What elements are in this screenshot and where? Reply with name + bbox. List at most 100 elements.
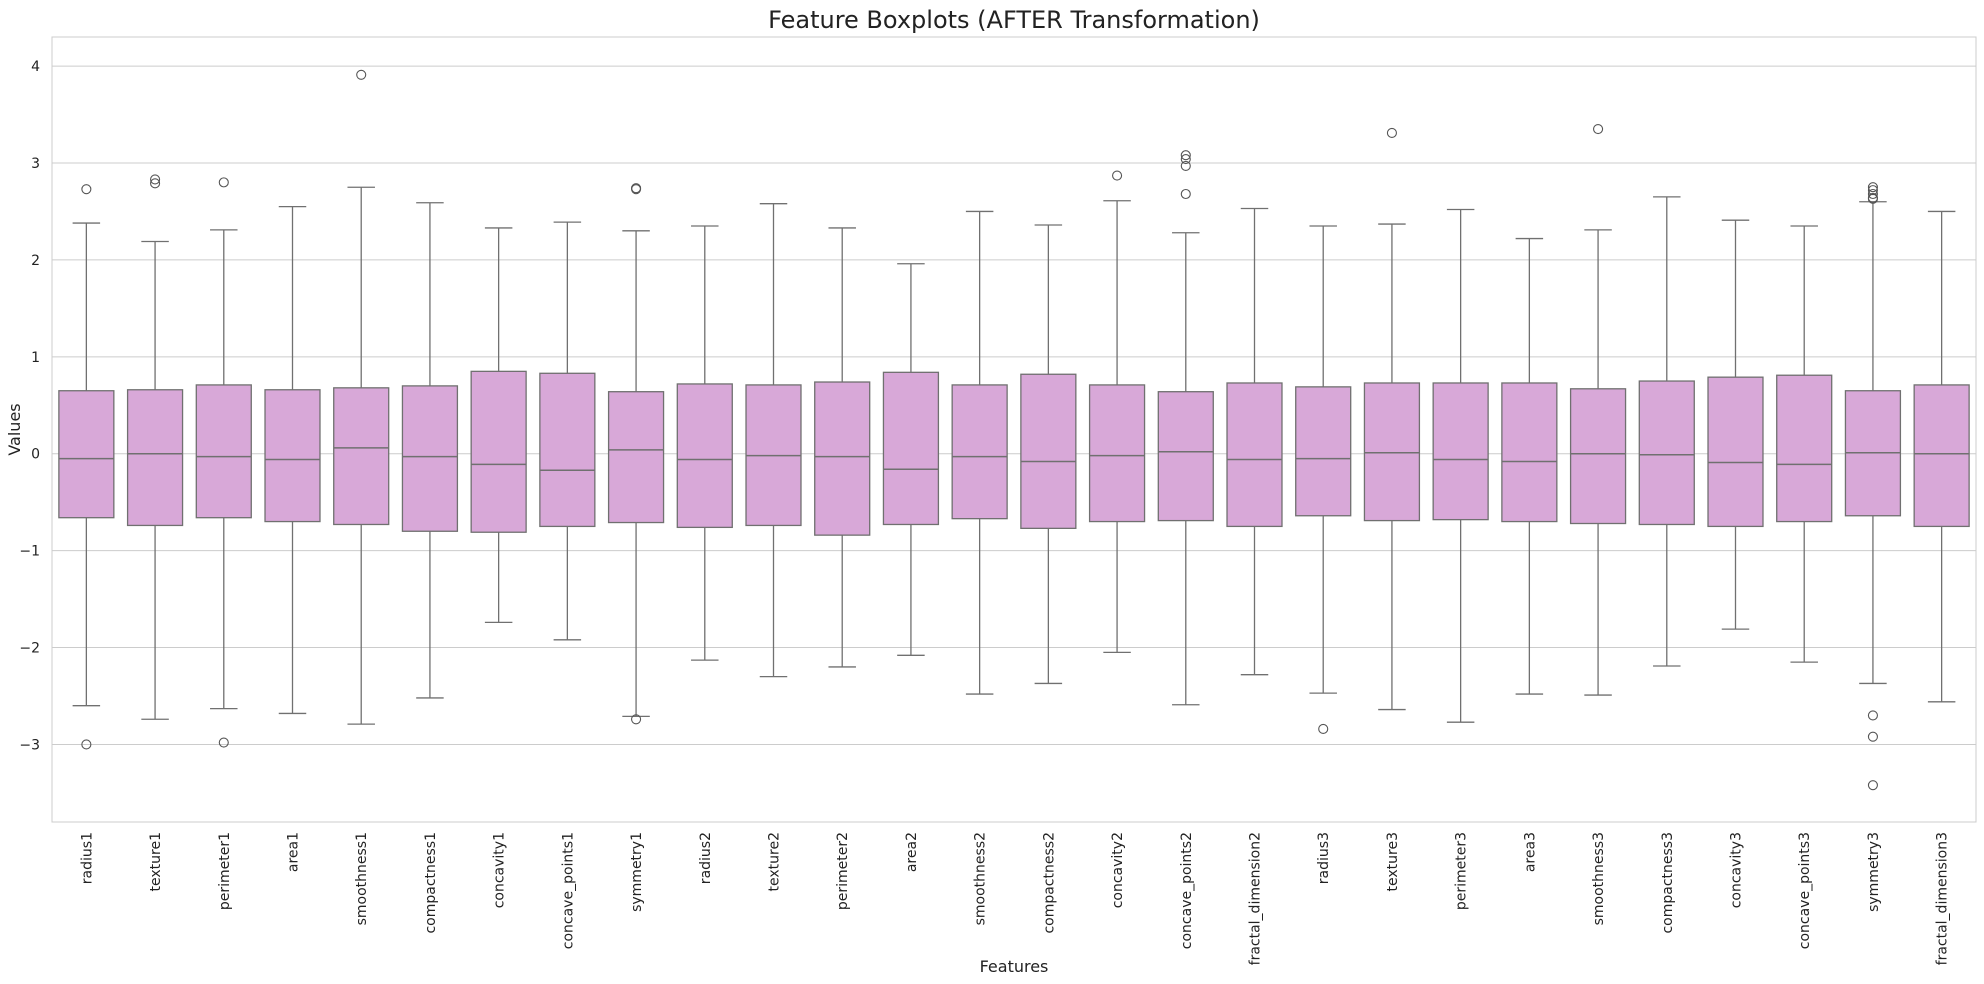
x-tick-label: area2 bbox=[904, 832, 920, 872]
box-iqr bbox=[1226, 382, 1283, 528]
box-fractal_dimension3 bbox=[1913, 210, 1970, 703]
outlier-point bbox=[1867, 780, 1878, 791]
y-axis-label: Values bbox=[5, 403, 24, 455]
outlier-point bbox=[81, 739, 92, 750]
x-tick-label: symmetry3 bbox=[1866, 832, 1882, 912]
y-tick-label: −1 bbox=[19, 544, 40, 560]
box-iqr bbox=[195, 384, 252, 519]
box-concavity2 bbox=[1088, 170, 1146, 654]
x-tick-label: concavity1 bbox=[492, 832, 508, 908]
box-iqr bbox=[1501, 382, 1558, 523]
outlier-point bbox=[1180, 150, 1191, 161]
outlier-point bbox=[1593, 124, 1604, 135]
box-iqr bbox=[1432, 382, 1489, 521]
box-concavity1 bbox=[470, 227, 527, 624]
x-tick-label: texture1 bbox=[148, 832, 164, 891]
box-texture2 bbox=[745, 203, 802, 678]
box-smoothness2 bbox=[951, 210, 1008, 695]
x-tick-labels: radius1 texture1 perimeter1 area1 smoothness… bbox=[79, 832, 1950, 965]
outlier-point bbox=[1112, 170, 1123, 181]
x-tick-label: texture3 bbox=[1385, 832, 1401, 891]
box-iqr bbox=[1707, 376, 1764, 528]
x-tick-label: symmetry1 bbox=[629, 832, 645, 912]
box-area1 bbox=[264, 205, 321, 715]
outlier-point bbox=[1867, 188, 1878, 200]
outlier-point bbox=[1386, 127, 1397, 138]
x-tick-label: smoothness1 bbox=[354, 832, 370, 925]
box-symmetry1 bbox=[607, 183, 665, 725]
box-texture1 bbox=[126, 174, 184, 720]
box-area3 bbox=[1501, 237, 1558, 695]
outlier-point bbox=[1318, 723, 1329, 735]
y-tick-label: 4 bbox=[31, 59, 40, 75]
box-iqr bbox=[1569, 388, 1627, 525]
outlier-point bbox=[81, 184, 92, 195]
box-iqr bbox=[1088, 384, 1146, 523]
outlier-point bbox=[356, 69, 367, 80]
outlier-point bbox=[1867, 731, 1878, 742]
outlier-point bbox=[1180, 160, 1191, 171]
outlier-point bbox=[150, 174, 161, 185]
box-iqr bbox=[1020, 373, 1077, 530]
y-tick-label: 0 bbox=[31, 447, 40, 463]
x-tick-label: smoothness2 bbox=[973, 832, 989, 925]
box-iqr bbox=[1295, 386, 1352, 517]
box-iqr bbox=[1157, 391, 1214, 522]
x-tick-label: compactness2 bbox=[1041, 832, 1057, 934]
box-area2 bbox=[882, 263, 940, 656]
box-compactness1 bbox=[401, 202, 459, 699]
x-tick-label: radius3 bbox=[1316, 832, 1332, 884]
chart-title: Feature Boxplots (AFTER Transformation) bbox=[768, 6, 1260, 34]
x-tick-label: fractal_dimension3 bbox=[1935, 832, 1951, 965]
box-iqr bbox=[676, 383, 733, 529]
x-tick-label: fractal_dimension2 bbox=[1248, 832, 1264, 965]
y-tick-labels: −3 −2 −1 0 1 2 3 4 bbox=[19, 59, 40, 753]
x-tick-label: concave_points2 bbox=[1179, 832, 1195, 949]
y-tick-label: −3 bbox=[19, 737, 40, 753]
box-concavity3 bbox=[1707, 219, 1764, 630]
outlier-point bbox=[218, 177, 229, 188]
box-radius3 bbox=[1295, 225, 1352, 735]
box-perimeter2 bbox=[814, 227, 871, 668]
plot-frame bbox=[51, 36, 1977, 823]
outlier-point bbox=[1180, 154, 1191, 165]
boxes bbox=[58, 69, 1970, 791]
y-tick-label: 1 bbox=[31, 350, 40, 366]
box-concave_points2 bbox=[1157, 150, 1214, 706]
outlier-point bbox=[631, 714, 642, 725]
box-iqr bbox=[882, 371, 940, 526]
box-iqr bbox=[607, 391, 665, 524]
x-tick-label: concave_points1 bbox=[560, 832, 576, 949]
x-tick-label: area1 bbox=[286, 832, 302, 872]
box-symmetry3 bbox=[1844, 182, 1902, 791]
box-iqr bbox=[1913, 384, 1970, 528]
outlier-point bbox=[218, 737, 229, 748]
x-tick-label: perimeter1 bbox=[217, 832, 233, 910]
x-tick-label: compactness1 bbox=[423, 832, 439, 934]
box-radius1 bbox=[58, 184, 115, 750]
x-axis-label: Features bbox=[980, 957, 1049, 976]
box-iqr bbox=[539, 372, 596, 528]
y-tick-label: 2 bbox=[31, 253, 40, 269]
box-concave_points3 bbox=[1776, 225, 1833, 663]
box-iqr bbox=[264, 389, 321, 523]
box-perimeter3 bbox=[1432, 208, 1489, 723]
outlier-point bbox=[1867, 710, 1878, 721]
y-tick-label: −2 bbox=[19, 641, 40, 657]
x-tick-label: smoothness3 bbox=[1591, 832, 1607, 925]
box-iqr bbox=[126, 389, 184, 527]
x-tick-label: texture2 bbox=[767, 832, 783, 891]
x-tick-label: perimeter2 bbox=[835, 832, 851, 910]
outlier-point bbox=[150, 178, 161, 189]
x-tick-label: concave_points3 bbox=[1797, 832, 1813, 949]
box-iqr bbox=[814, 381, 871, 536]
x-tick-label: area3 bbox=[1522, 832, 1538, 872]
box-smoothness1 bbox=[333, 69, 390, 725]
box-iqr bbox=[470, 370, 527, 533]
outlier-point bbox=[631, 184, 642, 195]
x-tick-label: concavity3 bbox=[1729, 832, 1745, 908]
x-tick-label: compactness3 bbox=[1660, 832, 1676, 934]
box-compactness3 bbox=[1638, 196, 1695, 667]
x-tick-label: radius2 bbox=[698, 832, 714, 884]
